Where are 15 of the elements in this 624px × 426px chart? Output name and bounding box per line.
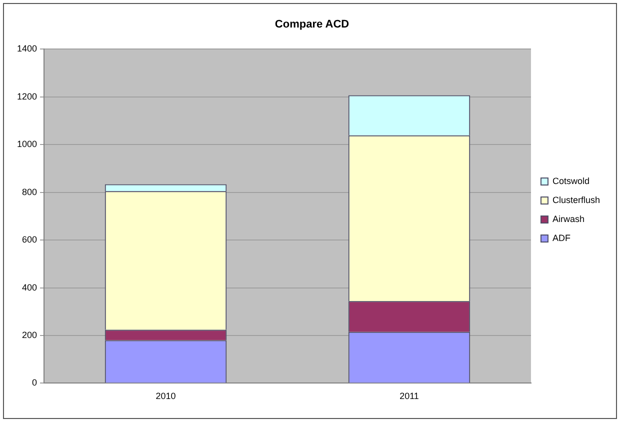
legend-label: Airwash bbox=[552, 214, 584, 224]
legend-label: Clusterflush bbox=[552, 194, 600, 205]
y-tick-label: 600 bbox=[22, 234, 38, 245]
y-tick-label: 1200 bbox=[16, 91, 38, 102]
y-tick-label: 0 bbox=[32, 378, 38, 388]
legend-label: Cotswold bbox=[552, 176, 590, 186]
y-tick-label: 1400 bbox=[16, 44, 38, 54]
y-tick-label: 400 bbox=[22, 282, 38, 292]
y-tick-label: 800 bbox=[22, 186, 38, 197]
legend-label: ADF bbox=[552, 232, 571, 243]
chart-title: Compare ACD bbox=[274, 18, 350, 31]
x-tick-label: 2011 bbox=[400, 391, 419, 402]
y-tick-label: 1000 bbox=[16, 139, 38, 150]
x-tick-label: 2010 bbox=[156, 391, 176, 402]
y-tick-label: 200 bbox=[22, 330, 38, 340]
